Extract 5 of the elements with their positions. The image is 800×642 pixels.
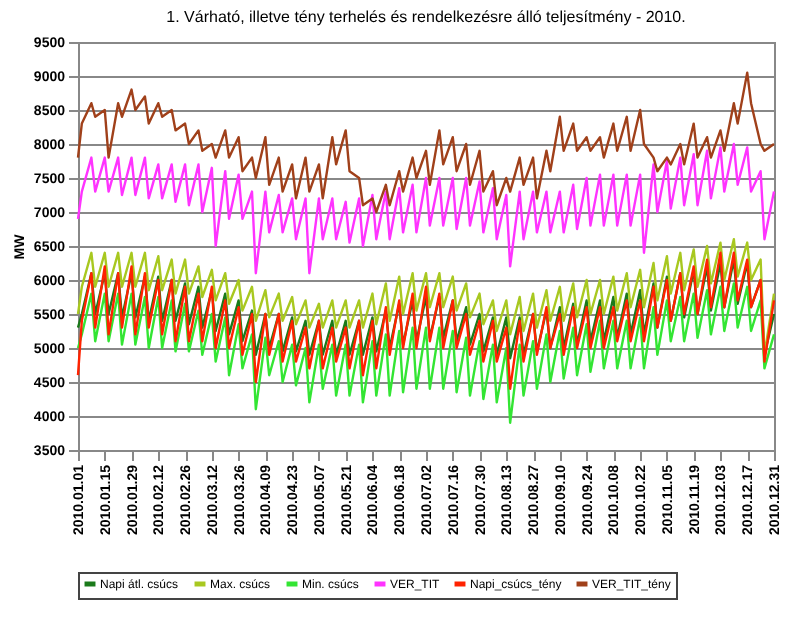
- line-series: [76, 282, 776, 424]
- chart-title: 1. Várható, illetve tény terhelés és rendelkezésre álló teljesítmény - 2010.: [166, 8, 686, 26]
- line-series: [76, 142, 776, 275]
- line-series: [76, 71, 776, 214]
- line-series: [76, 251, 776, 390]
